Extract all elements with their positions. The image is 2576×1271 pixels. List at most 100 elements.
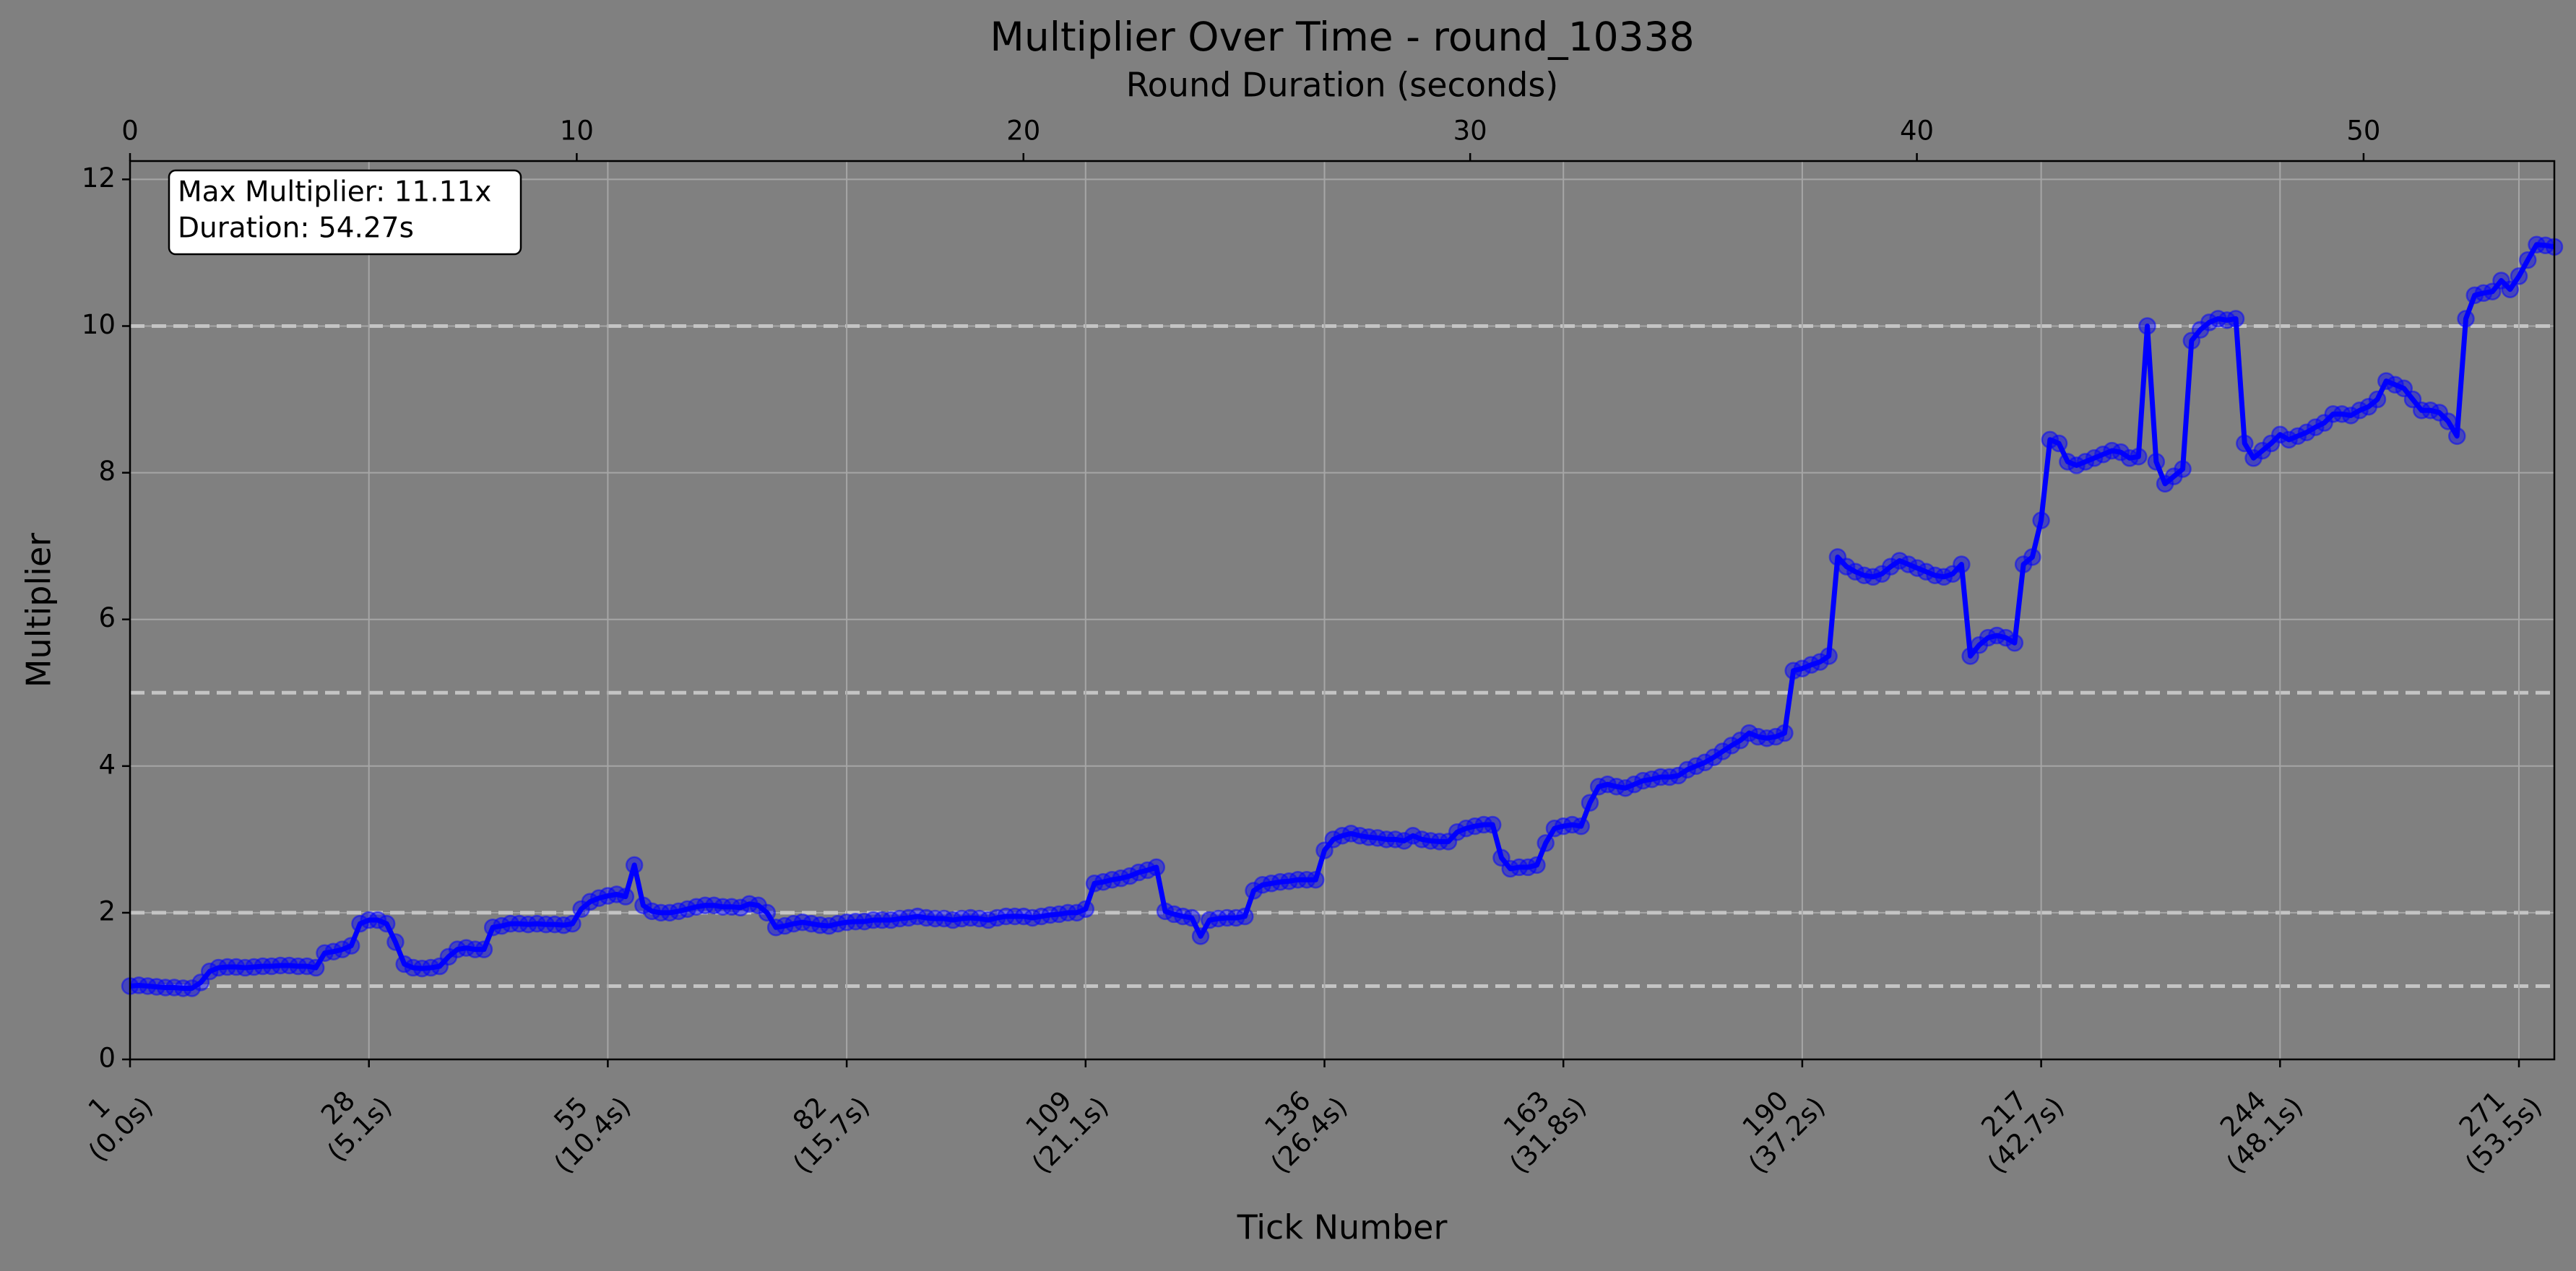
data-point — [1846, 563, 1864, 581]
data-point — [2280, 430, 2298, 449]
data-point — [837, 913, 856, 932]
data-point — [1669, 766, 1687, 785]
data-point — [306, 958, 325, 977]
data-point — [2351, 402, 2369, 420]
data-point — [545, 915, 564, 934]
y-tick-label: 10 — [82, 309, 116, 340]
data-point — [953, 909, 971, 928]
data-point — [731, 898, 750, 917]
data-point — [333, 940, 352, 958]
data-point — [2059, 453, 2077, 471]
data-point — [262, 957, 281, 976]
data-point — [147, 978, 165, 996]
data-point — [1882, 558, 1900, 576]
y-tick-label: 12 — [82, 162, 116, 194]
data-point — [1271, 872, 1289, 891]
x2-tick-label: 50 — [2346, 116, 2380, 147]
data-point — [1324, 830, 1343, 849]
y-tick-label: 2 — [98, 895, 116, 927]
data-point — [528, 914, 546, 933]
data-point — [2448, 427, 2466, 446]
data-point — [2528, 235, 2546, 254]
data-point — [2023, 548, 2041, 566]
data-point — [1307, 870, 1325, 889]
x2-tick-label: 0 — [121, 116, 139, 147]
data-point — [2307, 418, 2325, 436]
data-point — [917, 908, 935, 927]
data-point — [1678, 760, 1696, 779]
data-point — [209, 958, 228, 977]
data-point — [2138, 317, 2156, 335]
y-tick-label: 8 — [98, 456, 116, 487]
data-point — [1953, 555, 1971, 573]
data-point — [2236, 434, 2254, 453]
annotation-text: Duration: 54.27s — [178, 212, 414, 245]
x2-tick-label: 40 — [1900, 116, 1934, 147]
data-point — [1890, 552, 1909, 570]
data-point — [1120, 867, 1139, 885]
data-point — [2297, 423, 2316, 441]
data-point — [200, 962, 219, 981]
data-point — [1908, 559, 1927, 577]
data-point — [625, 856, 644, 875]
data-point — [1191, 927, 1210, 945]
data-point — [1917, 563, 1935, 581]
data-point — [1147, 858, 1166, 877]
annotation-text: Max Multiplier: 11.11x — [178, 176, 491, 209]
data-point — [563, 914, 582, 933]
data-point — [1766, 727, 1785, 746]
data-point — [634, 896, 652, 914]
data-point — [1616, 779, 1635, 797]
data-point — [2457, 310, 2475, 328]
x2-tick-label: 30 — [1453, 116, 1487, 147]
data-point — [2041, 430, 2059, 449]
chart-title: Multiplier Over Time - round_10338 — [990, 14, 1694, 60]
data-point — [1183, 908, 1201, 927]
data-point — [1687, 757, 1706, 776]
data-point — [1820, 647, 1838, 665]
data-point — [2439, 412, 2458, 430]
data-point — [475, 940, 493, 958]
y-axis-label: Multiplier — [20, 533, 59, 688]
data-point — [1076, 900, 1095, 919]
data-point — [1740, 724, 1758, 742]
data-point — [811, 916, 829, 934]
y-tick-label: 0 — [98, 1043, 116, 1074]
data-point — [2147, 453, 2166, 471]
data-point — [395, 955, 413, 973]
data-point — [1899, 555, 1918, 573]
data-point — [1722, 737, 1741, 755]
data-point — [404, 958, 423, 977]
data-point — [2368, 390, 2387, 409]
data-point — [581, 893, 600, 911]
data-point — [519, 915, 537, 934]
data-point — [2271, 425, 2289, 444]
data-point — [2501, 280, 2520, 298]
data-point — [139, 977, 157, 995]
data-point — [1705, 748, 1723, 766]
data-point — [2342, 407, 2360, 425]
data-point — [2032, 511, 2050, 529]
data-point — [758, 903, 777, 922]
data-point — [2085, 449, 2104, 467]
data-point — [2386, 376, 2404, 394]
data-point — [280, 956, 298, 975]
data-point — [1536, 834, 1555, 852]
data-point — [2112, 443, 2130, 461]
data-point — [2076, 453, 2095, 471]
data-point — [1713, 742, 1732, 760]
data-point — [961, 908, 980, 927]
data-point — [1360, 828, 1378, 846]
data-point — [1245, 882, 1263, 900]
data-point — [1422, 832, 1440, 850]
data-point — [1581, 794, 1599, 812]
data-point — [1695, 753, 1714, 771]
annotation-box — [168, 169, 522, 256]
x2-axis-label: Round Duration (seconds) — [1126, 66, 1559, 105]
data-point — [368, 911, 387, 929]
data-point — [2094, 445, 2112, 464]
data-point — [1395, 832, 1413, 850]
x2-tick-label: 20 — [1006, 116, 1040, 147]
